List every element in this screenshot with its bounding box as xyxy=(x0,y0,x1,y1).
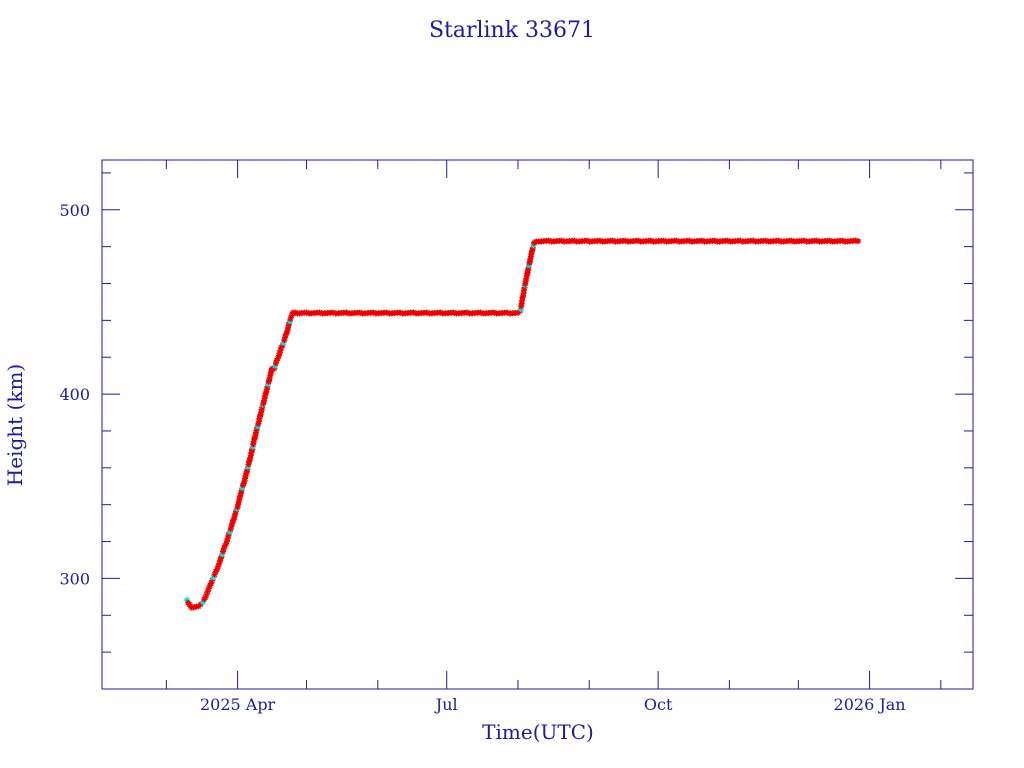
plot-frame xyxy=(101,159,974,690)
data-point xyxy=(855,238,862,245)
x-tick-label: Jul xyxy=(434,695,458,714)
chart-title: Starlink 33671 xyxy=(429,18,595,43)
x-tick-label: Oct xyxy=(644,695,673,714)
x-axis-label: Time(UTC) xyxy=(482,720,594,744)
y-tick-label: 300 xyxy=(59,569,90,588)
data-point xyxy=(280,339,287,346)
x-tick-label: 2025 Apr xyxy=(200,695,276,714)
axis-ticks xyxy=(101,160,973,689)
y-axis-label: Height (km) xyxy=(3,364,27,486)
y-tick-labels: 300 400 500 xyxy=(59,201,90,589)
data-points xyxy=(184,237,862,611)
y-tick-label: 500 xyxy=(59,201,90,220)
x-tick-label: 2026 Jan xyxy=(834,695,906,714)
data-point xyxy=(279,342,286,349)
y-tick-label: 400 xyxy=(59,385,90,404)
data-point xyxy=(275,352,282,359)
x-tick-labels: 2025 Apr Jul Oct 2026 Jan xyxy=(200,695,906,714)
